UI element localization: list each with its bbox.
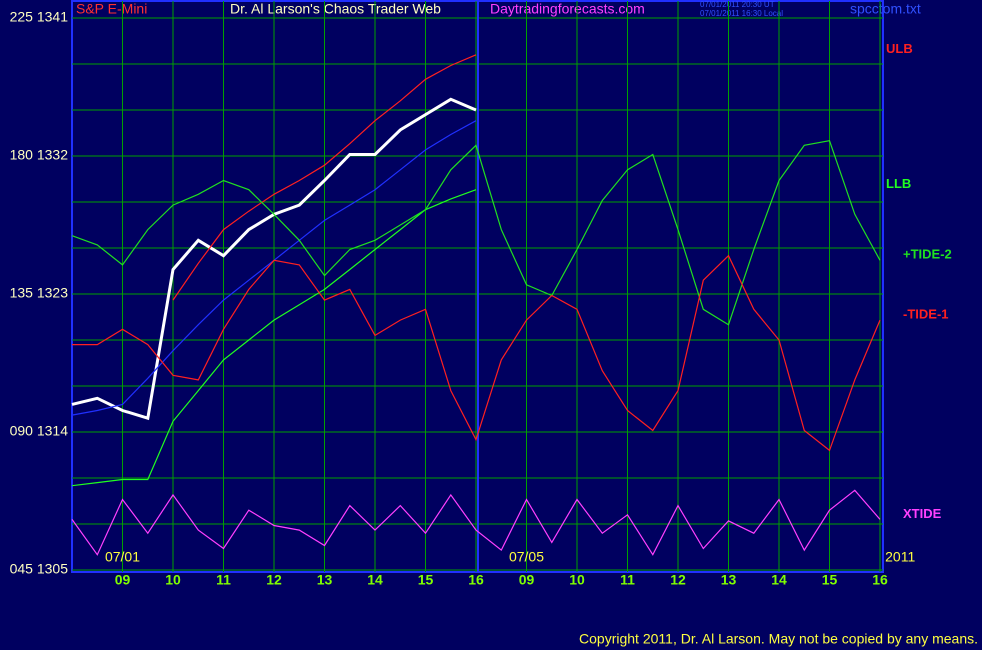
series-label: LLB (886, 176, 911, 191)
x-tick-label: 14 (367, 572, 383, 588)
x-tick-label: 10 (569, 572, 585, 588)
series-label: +TIDE-2 (903, 247, 952, 262)
series-label: -TIDE-1 (903, 307, 949, 322)
x-tick-label: 12 (266, 572, 282, 588)
x-tick-label: 13 (317, 572, 333, 588)
series-line (71, 189, 477, 487)
series-label: XTIDE (903, 506, 942, 521)
x-tick-label: 16 (872, 572, 888, 588)
x-tick-label: 12 (670, 572, 686, 588)
site-name: Daytradingforecasts.com (490, 1, 645, 17)
x-tick-label: 10 (165, 572, 181, 588)
timestamp: 07/01/2011 20:30 UT (700, 0, 775, 9)
x-tick-label: 13 (721, 572, 737, 588)
series-line (72, 254, 881, 452)
x-tick-label: 15 (418, 572, 434, 588)
date-label: 2011 (885, 549, 915, 565)
x-tick-label: 11 (216, 572, 231, 588)
y-tick-label: 045 1305 (10, 561, 69, 577)
date-label: 07/05 (509, 549, 544, 565)
x-tick-label: 16 (468, 572, 484, 588)
y-tick-label: 180 1332 (10, 147, 69, 163)
market-name: S&P E-Mini (76, 1, 147, 17)
x-tick-label: 11 (620, 572, 635, 588)
timestamp: 07/01/2011 16:30 Local (700, 9, 783, 18)
series-line (71, 489, 881, 556)
date-label: 07/01 (105, 549, 140, 565)
x-tick-label: 15 (822, 572, 838, 588)
x-tick-label: 14 (771, 572, 787, 588)
x-tick-label: 09 (519, 572, 535, 588)
file-name: spcctom.txt (850, 1, 921, 17)
series-line (172, 54, 477, 301)
y-tick-label: 090 1314 (10, 423, 69, 439)
series-label: ULB (886, 41, 913, 56)
y-tick-label: 135 1323 (10, 285, 69, 301)
y-tick-label: 225 1341 (10, 9, 69, 25)
chart-title: Dr. Al Larson's Chaos Trader Web (230, 1, 441, 17)
copyright: Copyright 2011, Dr. Al Larson. May not b… (579, 631, 978, 647)
x-tick-label: 09 (115, 572, 131, 588)
series-line (71, 140, 881, 326)
